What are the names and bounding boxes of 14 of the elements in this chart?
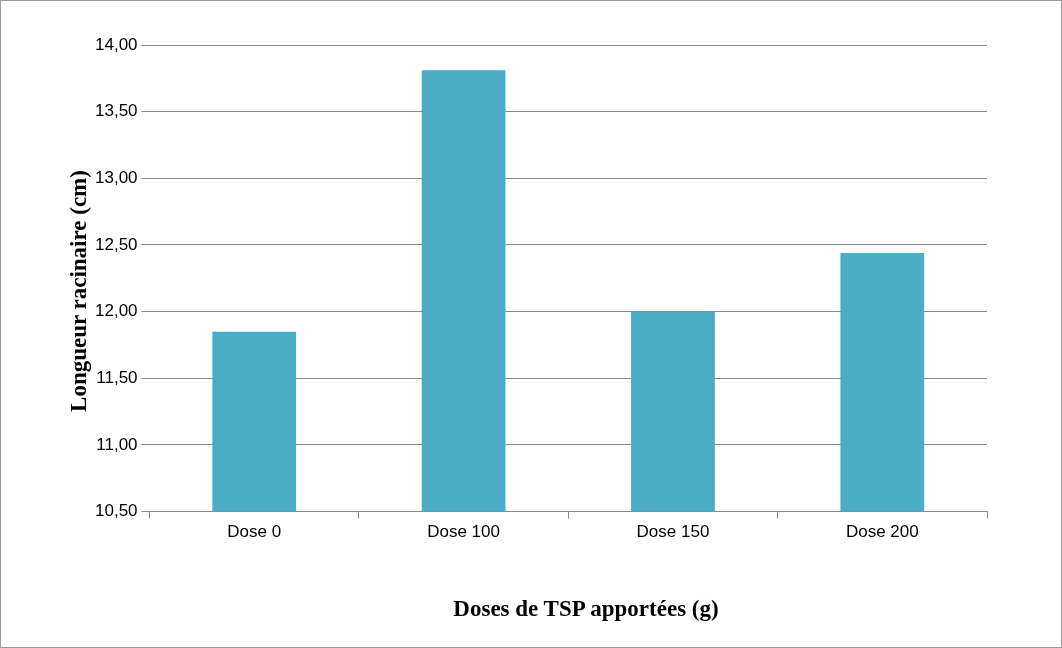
y-tick-label: 14,00 [94, 34, 138, 54]
y-tick-label: 11,00 [96, 434, 138, 454]
y-tick-label: 13,00 [94, 168, 138, 187]
y-axis-title: Longueur racinaire (cm) [66, 170, 92, 412]
x-tick-label: Dose 100 [427, 522, 500, 542]
x-tick-label: Dose 200 [845, 522, 919, 542]
x-axis-title: Doses de TSP apportées (g) [453, 596, 719, 622]
x-tick-label: Dose 150 [636, 522, 710, 542]
y-tick-label: 10,50 [94, 501, 138, 521]
y-tick-label: 13,50 [94, 101, 138, 121]
y-tick-label: 11,50 [96, 367, 138, 387]
y-tick-label: 12,50 [94, 234, 138, 254]
x-tick-label: Dose 0 [227, 522, 282, 542]
y-tick-label: 12,00 [94, 301, 138, 321]
